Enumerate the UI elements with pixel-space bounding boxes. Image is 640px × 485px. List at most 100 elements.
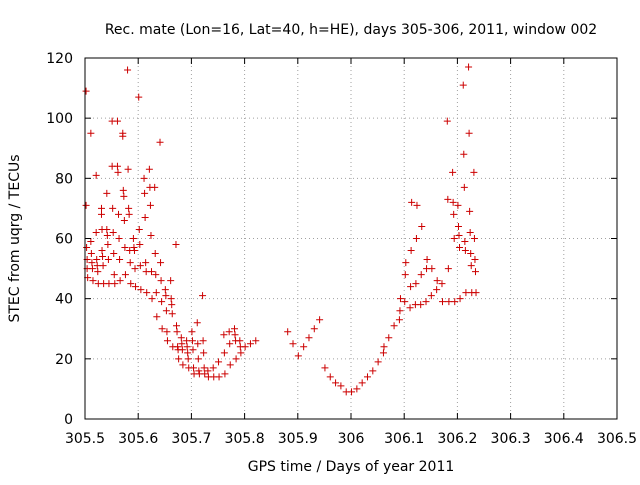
data-point [157, 277, 165, 285]
data-point [175, 355, 183, 363]
data-point [157, 259, 165, 267]
data-point [151, 183, 159, 191]
data-point [184, 355, 192, 363]
data-point [305, 334, 313, 342]
data-point [189, 346, 197, 354]
axis-ticks: 305.5 305.6 305.7 305.8 305.9 306 306.1 306.2 30… [46, 51, 637, 447]
data-point [88, 259, 96, 267]
data-point [97, 204, 105, 212]
data-point [87, 238, 95, 246]
x-tick-label: 306.1 [384, 431, 424, 447]
data-point [200, 364, 208, 372]
data-point [337, 382, 345, 390]
data-point [152, 289, 160, 297]
data-point [88, 265, 96, 273]
data-point [120, 192, 128, 200]
data-point [141, 213, 149, 221]
data-point [454, 201, 462, 209]
data-point [94, 268, 102, 276]
data-point [119, 186, 127, 194]
data-point [444, 195, 452, 203]
data-point [148, 295, 156, 303]
data-point [215, 358, 223, 366]
data-point [226, 361, 234, 369]
data-point [143, 289, 151, 297]
y-tick-label: 40 [55, 292, 73, 308]
data-point [178, 340, 186, 348]
data-point [167, 295, 175, 303]
data-point [246, 340, 254, 348]
data-point [87, 250, 95, 258]
data-point [116, 256, 124, 264]
data-point [188, 328, 196, 336]
data-point [115, 210, 123, 218]
data-point [156, 138, 164, 146]
x-axis-label: GPS time / Days of year 2011 [248, 459, 455, 475]
data-point [136, 262, 144, 270]
data-point [142, 259, 150, 267]
x-tick-label: 306.5 [597, 431, 637, 447]
data-point [116, 277, 124, 285]
data-point [443, 117, 451, 125]
data-point [461, 238, 469, 246]
data-point [148, 268, 155, 276]
data-point [417, 271, 425, 279]
data-point [146, 201, 154, 209]
data-point [121, 271, 129, 279]
data-point [467, 262, 475, 270]
data-point [220, 331, 228, 339]
data-point [113, 162, 121, 170]
data-point [438, 280, 446, 288]
data-point [161, 286, 169, 294]
data-point [151, 250, 159, 258]
data-points [82, 63, 480, 396]
data-point [147, 231, 155, 239]
y-tick-label: 80 [55, 171, 73, 187]
data-point [395, 316, 403, 324]
data-point [167, 277, 175, 285]
data-point [188, 337, 196, 345]
data-point [390, 322, 398, 330]
data-point [93, 262, 101, 270]
data-point [412, 280, 420, 288]
data-point [289, 340, 297, 348]
y-axis-label: STEC from uqrg / TECUs [7, 154, 23, 322]
data-point [459, 81, 467, 89]
data-point [177, 334, 185, 342]
chart-title: Rec. mate (Lon=16, Lat=40, h=HE), days 3… [105, 22, 597, 38]
data-point [131, 265, 139, 273]
data-point [163, 337, 171, 345]
data-point [119, 132, 127, 140]
data-point [332, 379, 340, 387]
data-point [401, 271, 409, 279]
data-point [358, 379, 366, 387]
data-point [99, 253, 107, 261]
data-point [252, 337, 260, 345]
data-point [103, 231, 111, 239]
data-point [231, 331, 239, 339]
data-point [105, 280, 113, 288]
data-point [111, 280, 119, 288]
data-point [466, 207, 474, 215]
data-point [125, 204, 133, 212]
data-point [423, 256, 431, 264]
data-point [136, 241, 144, 249]
data-point [184, 349, 192, 357]
data-point [135, 93, 143, 101]
data-point [158, 325, 166, 333]
data-point [162, 292, 170, 300]
x-tick-label: 306.4 [544, 431, 584, 447]
y-tick-label: 0 [64, 412, 73, 428]
data-point [462, 289, 470, 297]
data-point [130, 247, 138, 255]
data-point [237, 349, 245, 357]
data-point [137, 286, 145, 294]
data-point [396, 295, 404, 303]
data-point [172, 241, 180, 249]
data-point [183, 337, 191, 345]
data-point [179, 361, 187, 369]
data-point [225, 328, 233, 336]
data-point [215, 373, 223, 381]
data-point [114, 168, 122, 176]
